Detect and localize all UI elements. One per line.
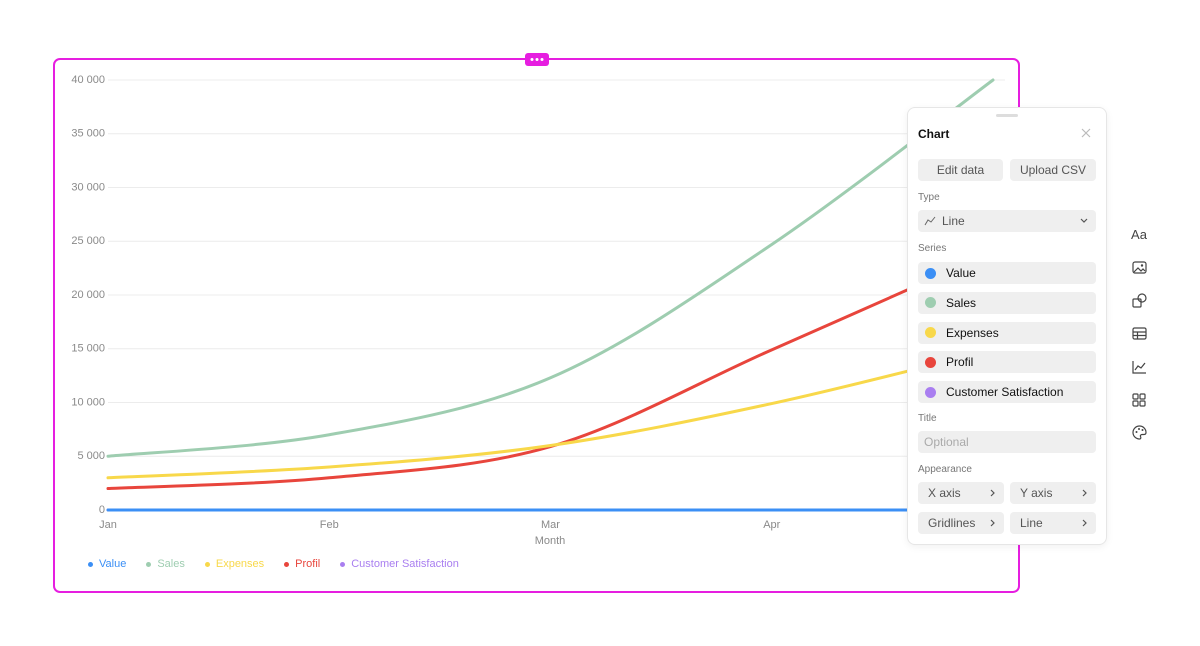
upload-csv-button[interactable]: Upload CSV <box>1010 159 1096 181</box>
legend-label: Profil <box>295 558 321 570</box>
y-tick-label: 35 000 <box>71 128 105 140</box>
legend-swatch <box>284 561 290 567</box>
legend-swatch <box>88 561 93 567</box>
shape-tool[interactable] <box>1128 284 1150 317</box>
legend-item: Expenses <box>204 558 265 570</box>
legend-label: Expenses <box>215 558 265 570</box>
line-icon <box>924 216 936 226</box>
chevron-path <box>990 489 995 497</box>
handle-dot <box>535 58 539 61</box>
series-swatch <box>925 356 936 368</box>
legend-label: Value <box>99 558 127 570</box>
toolbar: Aa <box>1128 218 1150 449</box>
type-dropdown[interactable]: Line <box>918 210 1096 232</box>
appearance-button[interactable]: X axis <box>918 482 1004 504</box>
panel-title: Chart <box>918 127 950 141</box>
chevron <box>990 519 995 527</box>
appearance-button[interactable]: Y axis <box>1010 482 1096 504</box>
y-tick-label: 20 000 <box>71 289 105 301</box>
legend: Value Sales Expenses Profil Customer Satisfa… <box>88 558 459 570</box>
chevron-path <box>1082 519 1087 527</box>
chevron <box>1082 489 1087 497</box>
handle-dot <box>530 58 534 61</box>
series-swatch <box>925 297 936 309</box>
palette-tool[interactable] <box>1128 416 1150 449</box>
drag-handle[interactable] <box>996 114 1018 117</box>
legend-item: Profil <box>284 558 320 570</box>
chevron <box>1080 218 1088 223</box>
type-value: Line <box>942 214 965 228</box>
series-line <box>106 250 995 490</box>
legend-swatch <box>204 561 210 567</box>
series-item[interactable]: Sales <box>918 291 1096 314</box>
series-name: Sales <box>946 295 977 310</box>
series-swatch <box>925 386 936 398</box>
handle-dot <box>540 58 544 61</box>
close-button[interactable] <box>1081 128 1091 138</box>
type-label: Type <box>918 192 940 203</box>
chevron <box>990 489 995 497</box>
legend-item: Sales <box>146 558 185 570</box>
appearance-button[interactable]: Gridlines <box>918 512 1004 534</box>
y-tick-label: 10 000 <box>71 396 105 408</box>
legend-label: Sales <box>157 558 185 570</box>
chevron-path <box>1082 489 1087 497</box>
selection-frame <box>53 58 1020 593</box>
y-tick-label: 5 000 <box>77 450 105 462</box>
series-item[interactable]: Profil <box>918 351 1096 374</box>
x-tick-label: Mar <box>541 519 560 531</box>
legend-item: Customer Satisfaction <box>340 558 459 570</box>
legend-label: Customer Satisfaction <box>351 558 459 570</box>
edit-data-button[interactable]: Edit data <box>918 159 1003 181</box>
title-label: Title <box>918 413 937 424</box>
chevron <box>1082 519 1087 527</box>
y-tick-label: 30 000 <box>71 181 105 193</box>
x-axis-label: Month <box>535 535 566 547</box>
x-tick-label: Jan <box>99 519 117 531</box>
title-input[interactable]: Optional <box>918 431 1096 453</box>
plot-area: 0 5 000 10 000 15 000 20 000 25 000 30 000 35 0… <box>71 74 1005 531</box>
y-tick-label: 15 000 <box>71 343 105 355</box>
x-tick-label: Feb <box>320 519 339 531</box>
series-line <box>106 348 995 480</box>
x-tick-label: Apr <box>763 519 780 531</box>
series-line <box>106 78 995 458</box>
series-name: Value <box>946 266 976 280</box>
legend-item: Value <box>88 558 126 570</box>
series-name: Profil <box>946 355 974 370</box>
appearance-label: X axis <box>928 486 961 500</box>
legend-swatch <box>340 561 346 567</box>
legend-swatch <box>146 561 152 567</box>
appearance-button[interactable]: Line <box>1010 512 1096 534</box>
table-tool[interactable] <box>1128 317 1150 350</box>
appearance-label: Line <box>1020 516 1043 530</box>
y-tick-label: 25 000 <box>71 235 105 247</box>
text-tool[interactable]: Aa <box>1131 227 1147 242</box>
series-name: Customer Satisfaction <box>946 385 1064 400</box>
grid-tool[interactable] <box>1128 383 1150 416</box>
appearance-label: Gridlines <box>928 516 976 530</box>
series-item[interactable]: Value <box>918 262 1096 284</box>
series-item[interactable]: Expenses <box>918 321 1096 344</box>
chart-tool[interactable] <box>1128 350 1150 383</box>
appearance-label: Appearance <box>918 464 972 475</box>
series-swatch <box>925 327 936 339</box>
series-label: Series <box>918 243 947 254</box>
chevron-path <box>990 519 995 527</box>
series-name: Expenses <box>946 325 999 340</box>
chart-panel: Chart Edit data Upload CSV Type Line Ser… <box>907 107 1107 545</box>
image-tool[interactable] <box>1128 251 1150 284</box>
series-swatch <box>925 267 936 279</box>
y-tick-label: 40 000 <box>71 74 105 86</box>
y-tick-label: 0 <box>99 504 105 516</box>
appearance-label: Y axis <box>1020 486 1053 500</box>
series-item[interactable]: Customer Satisfaction <box>918 381 1096 404</box>
